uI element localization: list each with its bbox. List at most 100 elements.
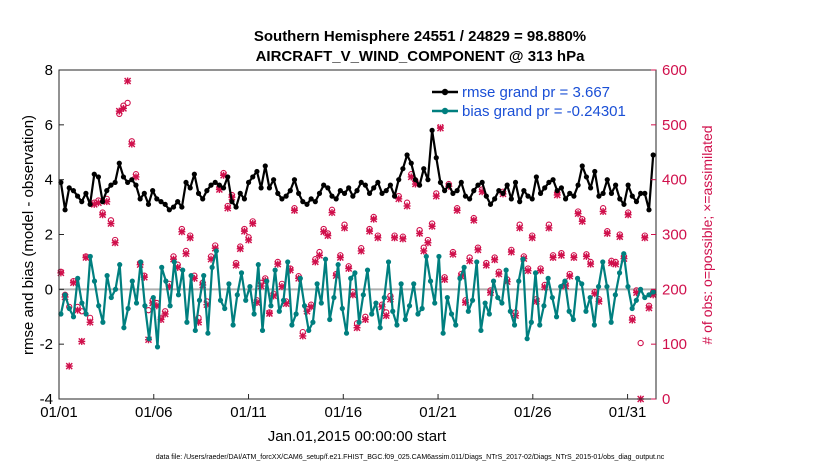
right-tick-label: 400 [662, 172, 687, 189]
rmse-point [337, 188, 343, 194]
obs-assimilated-point [240, 227, 248, 235]
obs-assimilated-point [470, 216, 478, 224]
right-axis-label: # of obs: o=possible; ×=assimilated [699, 125, 715, 344]
rmse-point [116, 160, 122, 166]
legend-rmse-label: rmse grand pr = 3.667 [462, 84, 610, 101]
bias-point [453, 322, 459, 328]
rmse-point [638, 190, 644, 196]
bias-point [394, 322, 400, 328]
obs-assimilated-point [345, 264, 353, 272]
bias-point [608, 319, 614, 325]
obs-assimilated-point [249, 220, 257, 228]
bias-point [633, 297, 639, 303]
legend-bias-label: bias grand pr = -0.24301 [462, 103, 626, 120]
rmse-point [371, 185, 377, 191]
rmse-point [562, 196, 569, 202]
rmse-point [492, 196, 498, 202]
rmse-point [533, 174, 539, 180]
bias-point [402, 316, 408, 323]
obs-assimilated-point [399, 235, 407, 243]
rmse-point [271, 177, 277, 183]
bias-point [637, 286, 644, 292]
rmse-point [467, 196, 473, 202]
legend: rmse grand pr = 3.667 bias grand pr = -0… [425, 76, 653, 124]
rmse-point [308, 196, 314, 202]
obs-assimilated-point [516, 224, 524, 232]
obs-assimilated-point [274, 260, 282, 268]
rmse-point [341, 190, 348, 196]
rmse-point [74, 193, 81, 199]
rmse-point [216, 182, 222, 188]
obs-assimilated-point [599, 207, 607, 215]
legend-rmse-marker [441, 88, 449, 96]
rmse-point [333, 196, 339, 202]
bias-point [322, 256, 329, 262]
rmse-point [425, 177, 431, 183]
rmse-point [66, 185, 72, 191]
rmse-point [471, 188, 477, 194]
rmse-point [458, 179, 464, 186]
rmse-point [175, 199, 181, 205]
obs-assimilated-point [107, 220, 115, 228]
y-tick-label: 4 [45, 172, 53, 189]
bias-point [180, 267, 186, 273]
rmse-point [95, 174, 102, 180]
bias-point [444, 294, 450, 301]
rmse-point [454, 188, 460, 194]
rmse-series [58, 127, 656, 213]
bias-point [385, 259, 392, 265]
bias-point [91, 278, 98, 284]
rmse-point [512, 179, 519, 186]
rmse-point [429, 127, 435, 133]
bias-point [62, 292, 68, 298]
bias-point [436, 253, 442, 260]
bias-point [230, 322, 236, 328]
bias-point [616, 270, 623, 276]
x-tick-label: 01/06 [135, 404, 173, 421]
bias-point [465, 308, 471, 314]
obs-assimilated-point [545, 224, 553, 232]
rmse-point [212, 179, 218, 186]
obs-assimilated-point [186, 234, 194, 242]
bias-point [503, 267, 509, 273]
rmse-point [462, 193, 469, 199]
bias-point [532, 270, 539, 276]
rmse-point [525, 193, 531, 199]
rmse-point [604, 177, 610, 183]
bias-point [293, 311, 299, 317]
rmse-point [575, 182, 581, 188]
bias-point [268, 303, 274, 309]
rmse-point [366, 190, 373, 196]
chart-title-line1: Southern Hemisphere 24551 / 24829 = 98.8… [254, 28, 586, 45]
bias-point [310, 319, 316, 325]
bias-point [117, 262, 123, 268]
obs-assimilated-point [603, 229, 611, 237]
obs-assimilated-point [557, 251, 565, 259]
bias-point [549, 294, 555, 301]
bias-point [583, 308, 589, 314]
obs-assimilated-point [466, 257, 474, 265]
rmse-point [241, 196, 248, 202]
rmse-point [450, 190, 456, 196]
bias-point [163, 278, 169, 284]
bias-point [264, 278, 270, 284]
rmse-point [504, 182, 510, 188]
bias-series [58, 248, 656, 350]
rmse-point [646, 207, 652, 213]
rmse-point [537, 190, 544, 196]
obs-assimilated-point [624, 211, 632, 219]
obs-assimilated-point [324, 232, 332, 240]
obs-assimilated-point [587, 260, 595, 268]
obs-assimilated-point [86, 318, 94, 326]
rmse-point [487, 201, 494, 207]
bias-point [79, 300, 85, 306]
rmse-point [275, 190, 281, 196]
rmse-point [550, 177, 556, 183]
bias-point [226, 281, 232, 287]
obs-assimilated-point [528, 234, 536, 242]
obs-assimilated-point [232, 261, 240, 269]
obs-assimilated-point [290, 206, 298, 214]
rmse-point [529, 196, 535, 202]
bias-point [306, 327, 312, 334]
right-axis: 0 100 200 300 400 500 600 [651, 62, 687, 408]
